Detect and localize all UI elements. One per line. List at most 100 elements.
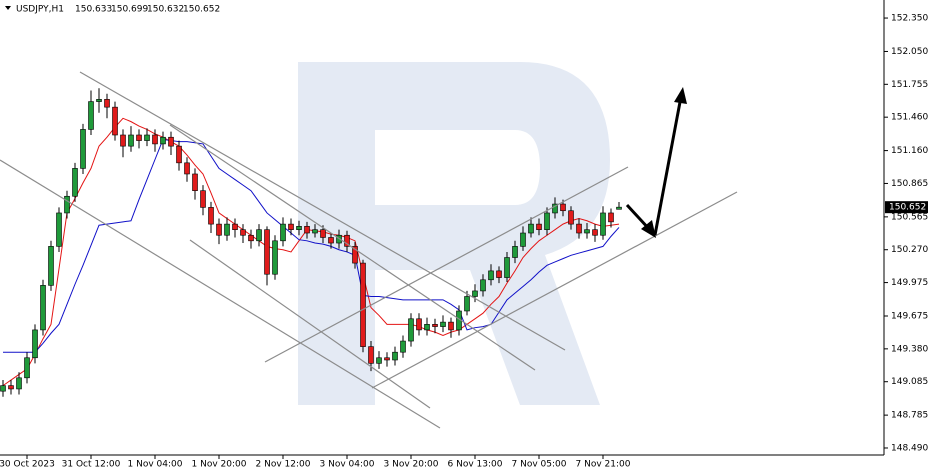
trend-line [79,71,566,351]
y-tick-label: 148.490 [891,443,928,453]
y-tick-label: 149.380 [891,344,928,354]
y-tick-label: 152.350 [891,14,928,24]
candle-body [400,340,406,353]
x-tick-label: 1 Nov 04:00 [128,460,183,470]
price-label-box [885,201,928,214]
arrowhead [674,87,687,104]
ohlc-close: 150.652 [183,5,220,15]
forecast-arrows [625,87,687,238]
candle-body [312,229,318,234]
x-tick-label: 3 Nov 20:00 [384,460,439,470]
y-tick-label: 151.160 [891,146,928,156]
candle-body [16,377,22,390]
candle-body [280,223,286,242]
candle-body [272,240,278,275]
candle-body [232,223,238,230]
candle-body [168,136,174,147]
candle-body [528,223,534,234]
y-tick-label: 149.975 [891,278,928,288]
candle-body [216,223,222,236]
candle-body [352,246,358,264]
candle-body [72,168,78,197]
candle-body [8,385,14,390]
candle-body [496,270,502,278]
x-tick-label: 2 Nov 12:00 [256,460,311,470]
arrow [653,101,682,236]
candle-body [296,226,302,230]
plot-area [0,88,622,397]
y-tick-label: 152.050 [891,47,928,57]
candle-body [520,232,526,247]
candle-body [536,223,542,230]
candle-body [328,237,334,244]
candle-body [264,229,270,275]
candle-body [80,129,86,169]
candle-body [160,136,166,145]
candle-body [208,207,214,225]
candle-body [192,173,198,191]
y-tick-label: 150.565 [891,212,928,222]
candle-body [552,203,558,214]
candle-body [224,223,230,236]
y-tick-label: 148.785 [891,411,928,421]
candle-body [240,229,246,236]
candle-body [144,134,150,141]
watermark [298,62,610,405]
x-tick-label: 7 Nov 05:00 [512,460,567,470]
candle-body [584,229,590,234]
candle-body [88,101,94,130]
candle-body [152,134,158,145]
candle-body [96,99,102,102]
x-tick-label: 7 Nov 21:00 [576,460,631,470]
candle-body [592,229,598,236]
x-tick-label: 1 Nov 20:00 [192,460,247,470]
trend-lines [0,71,738,429]
symbol: USDJPY,H1 [16,5,64,15]
candle-body [576,223,582,234]
candle-body [568,210,574,225]
y-tick-label: 149.675 [891,311,928,321]
candle-body [128,134,134,147]
candle-body [392,351,398,361]
candle-body [136,134,142,141]
candle-body [24,357,30,379]
candle-body [432,324,438,327]
ohlc-high: 150.699 [111,5,148,15]
candle-body [384,357,390,361]
candle-body [512,246,518,258]
candle-body [104,99,110,108]
candle-body [416,318,422,331]
y-tick-label: 151.755 [891,80,928,90]
candle-body [56,212,62,247]
candle-body [464,296,470,312]
candle-body [424,324,430,331]
candle-body [304,226,310,234]
candle-body [560,203,566,212]
candle-body [472,290,478,297]
candle-body [40,285,46,331]
menu-icon [5,6,11,10]
candle-body [344,234,350,247]
ohlc-low: 150.632 [147,5,184,15]
candle-body [64,195,70,214]
channel-line [264,166,629,363]
candle-body [504,257,510,278]
trend-line [169,124,536,371]
candle-body [600,212,606,236]
x-tick-label: 30 Oct 2023 [0,460,55,470]
candle-body [184,162,190,175]
candle-body [448,321,454,331]
candle-body [376,357,382,364]
candle-body [176,145,182,164]
y-tick-label: 150.270 [891,245,928,255]
candle-body [120,134,126,147]
candle-body [544,212,550,230]
x-tick-label: 31 Oct 12:00 [62,460,121,470]
y-tick-label: 149.085 [891,377,928,387]
candle-body [112,106,118,136]
candle-body [248,234,254,242]
trend-line [0,159,441,429]
x-tick-label: 3 Nov 04:00 [320,460,375,470]
candle-body [360,262,366,347]
price-label: 150.652 [889,203,926,213]
